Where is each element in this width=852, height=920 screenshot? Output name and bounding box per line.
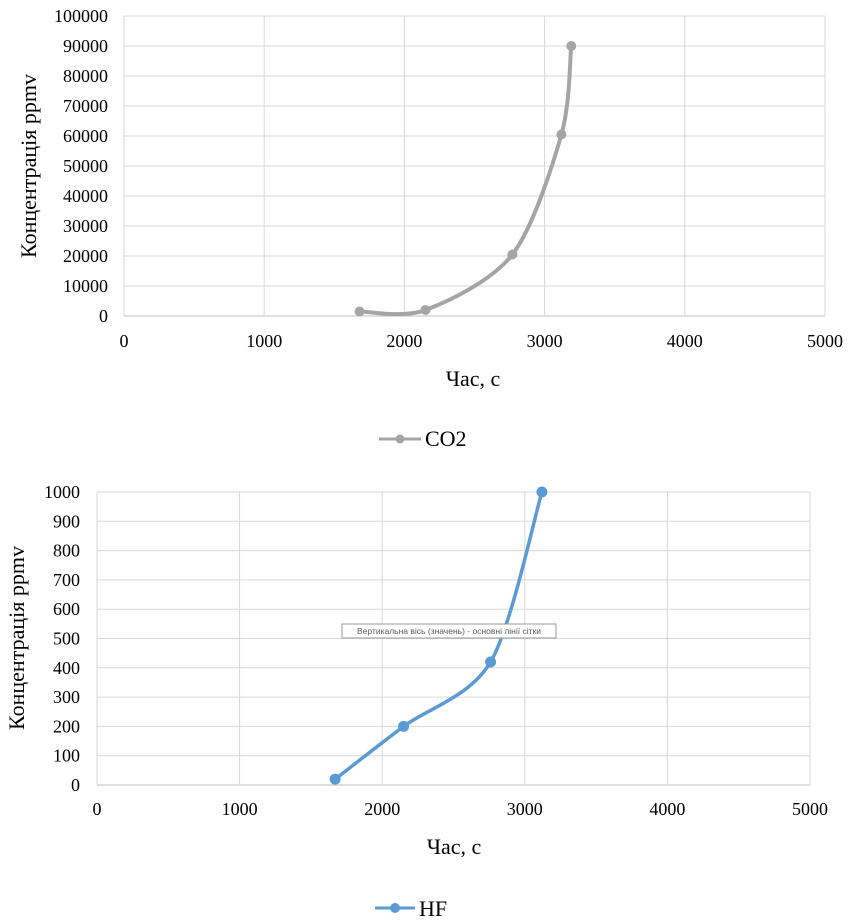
co2-grid <box>123 15 826 317</box>
co2-x-tick-labels: 0 1000 2000 3000 4000 5000 <box>120 331 844 351</box>
hf-y-tick-label: 700 <box>53 570 80 590</box>
hf-data-point <box>485 656 497 668</box>
hf-series-line <box>333 490 544 781</box>
co2-y-tick-label: 40000 <box>63 186 108 206</box>
co2-data-point <box>556 129 567 140</box>
co2-y-tick-label: 60000 <box>63 126 108 146</box>
co2-data-point <box>354 306 365 317</box>
co2-data-point <box>420 305 431 315</box>
co2-legend-marker <box>395 434 405 444</box>
hf-series <box>329 486 548 785</box>
hf-x-tick-label: 0 <box>93 799 102 819</box>
co2-chart: 0 1000 2000 3000 4000 5000 0 10000 20000 30000 40… <box>16 6 843 451</box>
hf-x-tick-label: 3000 <box>507 799 543 819</box>
hf-y-tick-label: 0 <box>71 775 80 795</box>
co2-y-tick-label: 30000 <box>63 216 108 236</box>
co2-data-point <box>566 41 577 51</box>
co2-x-tick-label: 5000 <box>807 331 843 351</box>
co2-x-tick-label: 4000 <box>667 331 703 351</box>
hf-y-tick-label: 400 <box>53 658 80 678</box>
co2-y-tick-label: 10000 <box>63 276 108 296</box>
hf-y-axis-label: Концентрація ppmv <box>4 546 29 730</box>
co2-y-axis-label: Концентрація ppmv <box>16 74 41 258</box>
hf-y-tick-label: 500 <box>53 629 80 649</box>
hf-x-tick-labels: 0 1000 2000 3000 4000 5000 <box>93 799 829 819</box>
co2-series-line <box>357 44 574 317</box>
co2-x-tick-label: 0 <box>120 331 129 351</box>
co2-y-tick-label: 20000 <box>63 246 108 266</box>
co2-y-tick-label: 90000 <box>63 36 108 56</box>
hf-x-tick-label: 5000 <box>792 799 828 819</box>
co2-y-tick-label: 100000 <box>54 6 108 26</box>
hf-legend-marker <box>390 903 400 913</box>
hf-data-point <box>329 773 341 785</box>
hf-grid <box>96 491 811 786</box>
co2-x-axis-label: Час, с <box>446 366 501 391</box>
hf-x-axis-label: Час, с <box>427 834 482 859</box>
hf-y-tick-label: 800 <box>53 541 80 561</box>
hf-gridline-tooltip: Вертикальна вісь (значень) - основні лін… <box>341 623 557 639</box>
hf-legend-label: HF <box>419 896 447 920</box>
co2-y-tick-labels: 0 10000 20000 30000 40000 50000 60000 70000 8000… <box>54 6 108 326</box>
hf-y-tick-labels: 0 100 200 300 400 500 600 700 800 900 1000 <box>44 482 80 795</box>
hf-x-tick-label: 2000 <box>364 799 400 819</box>
co2-x-tick-label: 3000 <box>527 331 563 351</box>
hf-y-tick-label: 1000 <box>44 482 80 502</box>
tooltip-box <box>341 623 557 639</box>
hf-x-tick-label: 4000 <box>649 799 685 819</box>
co2-legend-label: CO2 <box>425 426 467 451</box>
hf-data-point <box>536 486 548 498</box>
co2-y-tick-label: 80000 <box>63 66 108 86</box>
co2-x-tick-label: 1000 <box>246 331 282 351</box>
co2-series <box>354 41 577 317</box>
hf-y-tick-label: 600 <box>53 599 80 619</box>
hf-y-tick-label: 900 <box>53 511 80 531</box>
hf-legend: HF <box>375 896 447 920</box>
co2-x-tick-label: 2000 <box>386 331 422 351</box>
tooltip-text: Вертикальна вісь (значень) - основні лін… <box>357 626 541 636</box>
hf-y-tick-label: 200 <box>53 716 80 736</box>
co2-y-tick-label: 70000 <box>63 96 108 116</box>
co2-data-point <box>507 249 518 260</box>
hf-y-tick-label: 100 <box>53 746 80 766</box>
co2-y-tick-label: 50000 <box>63 156 108 176</box>
hf-chart: 0 1000 2000 3000 4000 5000 0 100 200 300 400 500 60… <box>4 482 828 920</box>
hf-y-tick-label: 300 <box>53 687 80 707</box>
co2-y-tick-label: 0 <box>99 306 108 326</box>
hf-data-point <box>398 720 410 732</box>
hf-x-tick-label: 1000 <box>222 799 258 819</box>
co2-legend: CO2 <box>379 426 467 451</box>
